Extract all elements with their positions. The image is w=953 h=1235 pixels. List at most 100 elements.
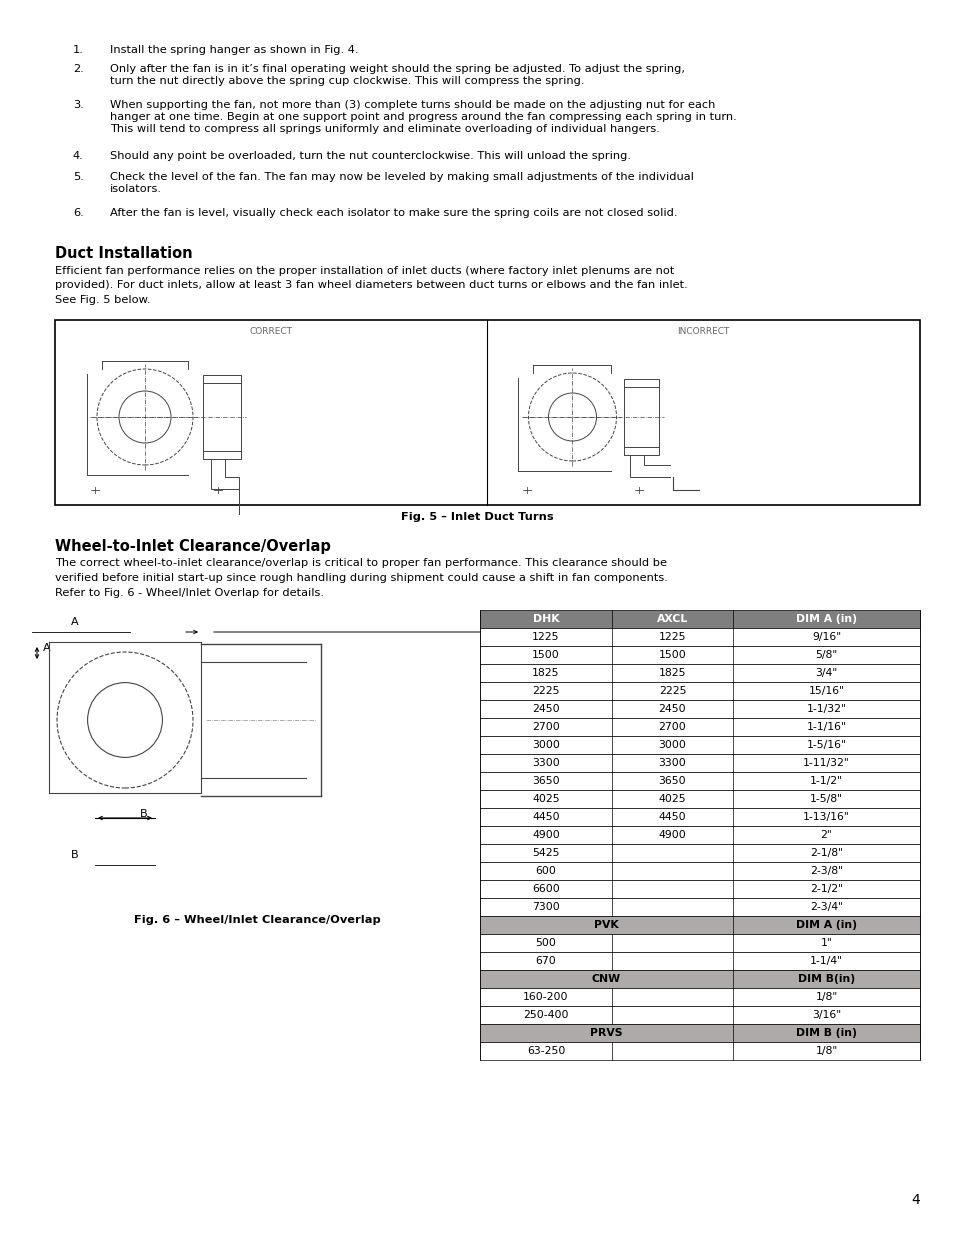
Text: 2450: 2450 [532, 704, 559, 714]
Text: Refer to Fig. 6 - Wheel/Inlet Overlap for details.: Refer to Fig. 6 - Wheel/Inlet Overlap fo… [55, 588, 324, 598]
Text: 5/8": 5/8" [815, 650, 837, 659]
Bar [479, 718, 919, 736]
Text: Only after the fan is in it’s final operating weight should the spring be adjust: Only after the fan is in it’s final oper… [110, 64, 684, 86]
Text: AXCL: AXCL [657, 614, 687, 624]
Text: 2-3/4": 2-3/4" [809, 902, 842, 911]
Text: 1-5/8": 1-5/8" [809, 794, 842, 804]
Text: 500: 500 [535, 939, 556, 948]
Bar [479, 881, 919, 898]
Text: 1/8": 1/8" [815, 992, 837, 1002]
Text: 1225: 1225 [659, 632, 685, 642]
Text: verified before initial start-up since rough handling during shipment could caus: verified before initial start-up since r… [55, 573, 667, 583]
Bar [479, 862, 919, 881]
Text: 3000: 3000 [658, 740, 686, 750]
Bar [479, 700, 919, 718]
Text: 5.: 5. [73, 173, 84, 183]
Text: 1500: 1500 [532, 650, 559, 659]
Text: DIM A (in): DIM A (in) [795, 614, 856, 624]
Bar [479, 790, 919, 808]
Text: B: B [71, 850, 79, 860]
Text: 1500: 1500 [658, 650, 685, 659]
Text: 4450: 4450 [658, 811, 685, 823]
Text: 4.: 4. [73, 151, 84, 161]
Bar [479, 844, 919, 862]
Text: Wheel-to-Inlet Clearance/Overlap: Wheel-to-Inlet Clearance/Overlap [55, 538, 331, 553]
Bar [479, 1042, 919, 1060]
Text: 1.: 1. [73, 44, 84, 56]
Text: DHK: DHK [532, 614, 558, 624]
Text: 1825: 1825 [659, 668, 685, 678]
Text: 2700: 2700 [658, 722, 685, 732]
Bar [479, 664, 919, 682]
Text: 2450: 2450 [658, 704, 685, 714]
Text: Should any point be overloaded, turn the nut counterclockwise. This will unload : Should any point be overloaded, turn the… [110, 151, 630, 161]
Text: 6.: 6. [73, 209, 84, 219]
Text: See Fig. 5 below.: See Fig. 5 below. [55, 295, 151, 305]
Text: DIM B (in): DIM B (in) [795, 1028, 856, 1037]
Text: 15/16": 15/16" [807, 685, 843, 697]
Text: 2.: 2. [73, 64, 84, 74]
Bar [479, 808, 919, 826]
Bar [479, 682, 919, 700]
Text: A: A [71, 618, 79, 627]
Text: 250-400: 250-400 [522, 1010, 568, 1020]
Text: 3300: 3300 [532, 758, 559, 768]
Bar [479, 952, 919, 969]
Text: 1825: 1825 [532, 668, 559, 678]
Text: 1-13/16": 1-13/16" [802, 811, 849, 823]
Bar [55, 320, 919, 505]
Text: 3/4": 3/4" [815, 668, 837, 678]
Text: Check the level of the fan. The fan may now be leveled by making small adjustmen: Check the level of the fan. The fan may … [110, 173, 693, 194]
Text: 3/16": 3/16" [811, 1010, 841, 1020]
Text: A: A [43, 643, 51, 653]
Text: 2-1/2": 2-1/2" [809, 884, 842, 894]
Text: 9/16": 9/16" [811, 632, 841, 642]
Text: DIM A (in): DIM A (in) [795, 920, 856, 930]
Text: 1": 1" [820, 939, 832, 948]
Text: 4025: 4025 [658, 794, 685, 804]
Text: 7300: 7300 [532, 902, 559, 911]
Text: 2-1/8": 2-1/8" [809, 848, 842, 858]
Text: 160-200: 160-200 [522, 992, 568, 1002]
Text: 4025: 4025 [532, 794, 559, 804]
Text: 2700: 2700 [532, 722, 559, 732]
Bar [479, 755, 919, 772]
Text: 2225: 2225 [532, 685, 559, 697]
Bar [479, 772, 919, 790]
Text: 1225: 1225 [532, 632, 559, 642]
Text: 1-1/2": 1-1/2" [809, 776, 842, 785]
Text: 2-3/8": 2-3/8" [809, 866, 842, 876]
Text: 3300: 3300 [658, 758, 685, 768]
Bar [479, 1007, 919, 1024]
Text: 4: 4 [910, 1193, 919, 1207]
Text: 1-1/16": 1-1/16" [805, 722, 845, 732]
Bar [479, 988, 919, 1007]
Text: 1-11/32": 1-11/32" [802, 758, 849, 768]
Bar [479, 916, 919, 934]
Bar [479, 826, 919, 844]
Text: 3000: 3000 [532, 740, 559, 750]
Text: 670: 670 [535, 956, 556, 966]
Text: 1-5/16": 1-5/16" [805, 740, 845, 750]
Text: 63-250: 63-250 [526, 1046, 564, 1056]
Text: 4900: 4900 [658, 830, 685, 840]
Text: 3.: 3. [73, 100, 84, 110]
Text: INCORRECT: INCORRECT [677, 327, 729, 336]
Text: 600: 600 [535, 866, 556, 876]
Text: Fig. 5 – Inlet Duct Turns: Fig. 5 – Inlet Duct Turns [400, 513, 553, 522]
Text: Efficient fan performance relies on the proper installation of inlet ducts (wher: Efficient fan performance relies on the … [55, 266, 674, 275]
Text: Install the spring hanger as shown in Fig. 4.: Install the spring hanger as shown in Fi… [110, 44, 358, 56]
Text: 6600: 6600 [532, 884, 559, 894]
Bar [479, 646, 919, 664]
Text: 1-1/32": 1-1/32" [805, 704, 845, 714]
Bar [479, 610, 919, 629]
Text: DIM B(in): DIM B(in) [797, 974, 854, 984]
Text: When supporting the fan, not more than (3) complete turns should be made on the : When supporting the fan, not more than (… [110, 100, 736, 133]
Text: 4900: 4900 [532, 830, 559, 840]
Text: 1-1/4": 1-1/4" [809, 956, 842, 966]
Text: B: B [140, 809, 148, 819]
Text: 2225: 2225 [659, 685, 685, 697]
Bar [479, 898, 919, 916]
Text: The correct wheel-to-inlet clearance/overlap is critical to proper fan performan: The correct wheel-to-inlet clearance/ove… [55, 558, 666, 568]
Bar [479, 736, 919, 755]
